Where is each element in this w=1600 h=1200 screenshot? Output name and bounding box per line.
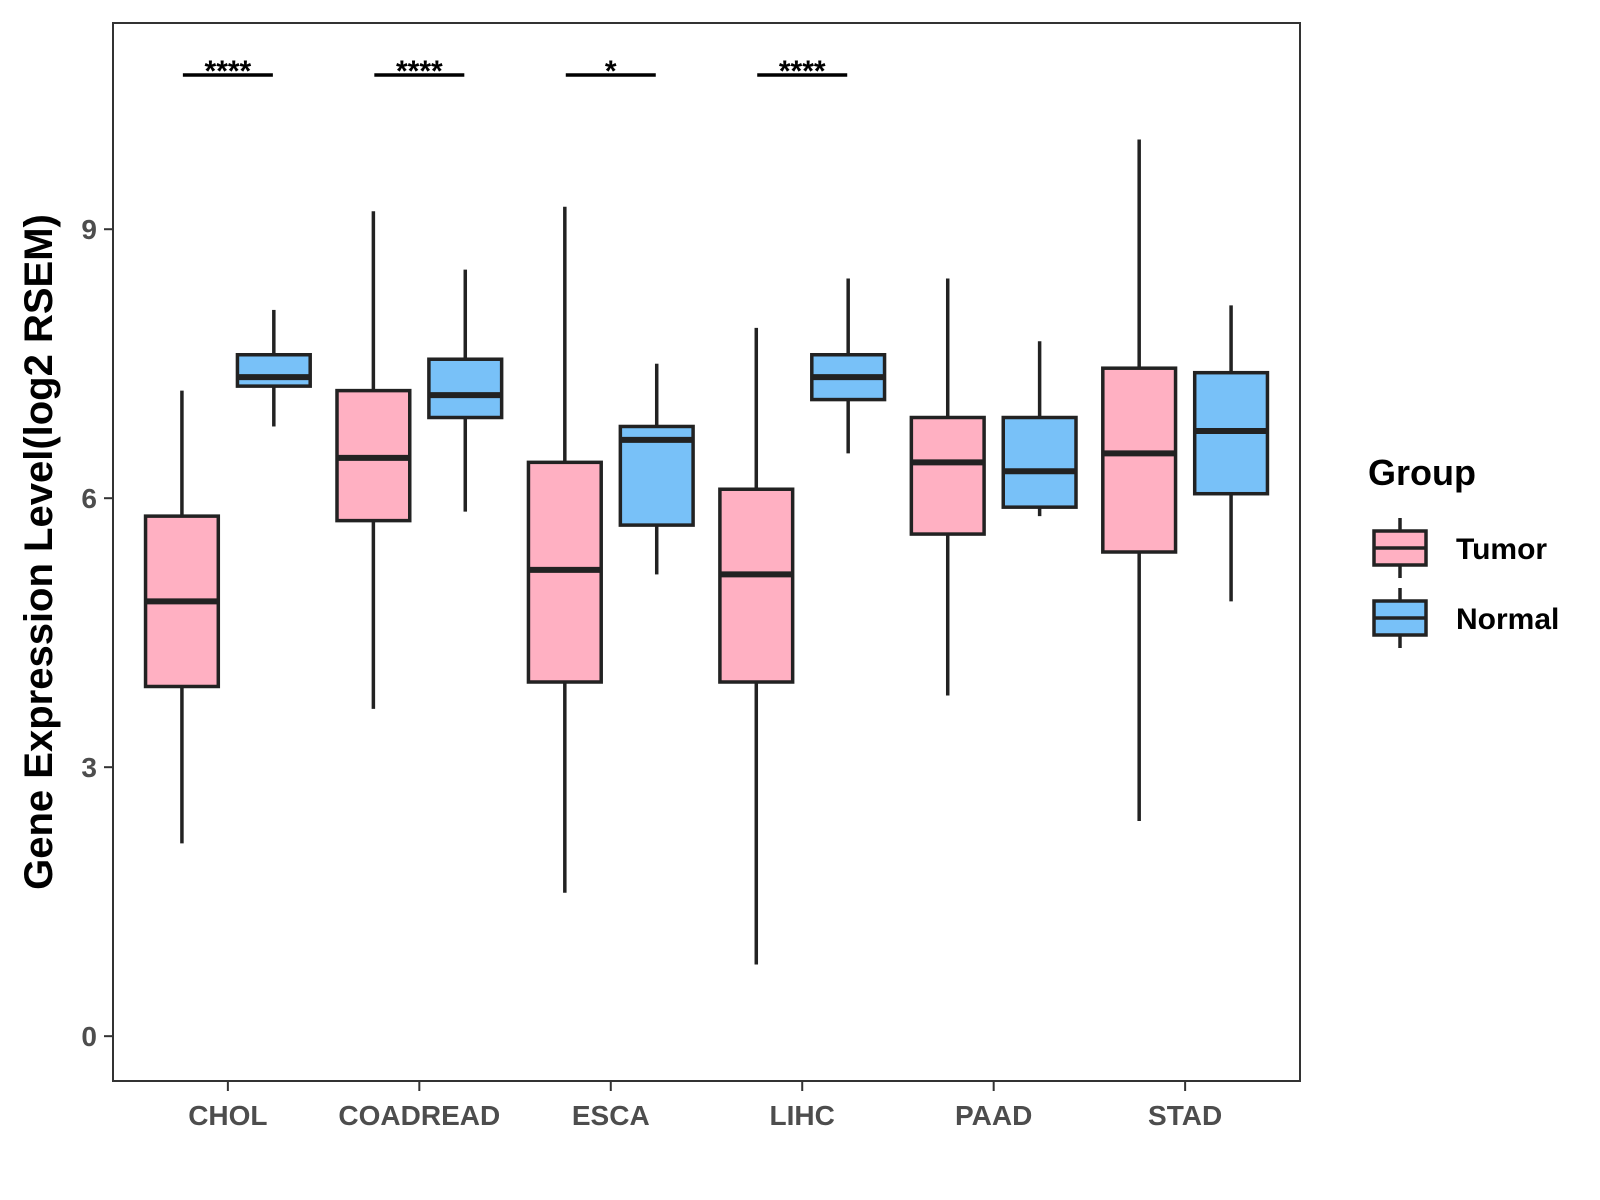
x-tick-label: ESCA bbox=[572, 1100, 650, 1131]
y-axis-label: Gene Expression Level(log2 RSEM) bbox=[17, 214, 61, 890]
x-tick-label: PAAD bbox=[955, 1100, 1032, 1131]
significance-coadread: **** bbox=[374, 55, 465, 88]
significance-lihc: **** bbox=[757, 55, 848, 88]
box-normal-paad bbox=[1001, 341, 1078, 517]
box-iqr bbox=[427, 357, 504, 420]
significance-chol: **** bbox=[182, 55, 273, 88]
box-normal-chol bbox=[235, 309, 312, 427]
box-iqr bbox=[235, 352, 312, 388]
legend-label: Tumor bbox=[1456, 533, 1547, 566]
significance-label: **** bbox=[205, 55, 252, 88]
box-iqr bbox=[909, 415, 986, 536]
box-tumor-chol bbox=[143, 390, 221, 844]
legend-label: Normal bbox=[1456, 603, 1559, 636]
box-tumor-lihc bbox=[718, 327, 795, 965]
x-tick-label: COADREAD bbox=[338, 1100, 500, 1131]
significance-layer: **** **** * **** bbox=[182, 55, 848, 88]
box-tumor-esca bbox=[526, 206, 603, 893]
x-tick-label: LIHC bbox=[770, 1100, 835, 1131]
y-tick-label: 3 bbox=[81, 752, 97, 783]
y-tick-label: 6 bbox=[81, 483, 97, 514]
box-normal-lihc bbox=[810, 278, 887, 454]
legend-title: Group bbox=[1368, 452, 1476, 493]
box-tumor-coadread bbox=[335, 211, 412, 709]
y-tick-label: 9 bbox=[81, 214, 97, 245]
box-iqr bbox=[1101, 366, 1178, 554]
significance-label: * bbox=[605, 55, 617, 88]
legend: Group Tumor Normal bbox=[1368, 452, 1559, 648]
x-tick-label: CHOL bbox=[188, 1100, 267, 1131]
significance-esca: * bbox=[565, 55, 656, 88]
box-iqr bbox=[1001, 415, 1078, 509]
box-normal-coadread bbox=[427, 269, 504, 512]
box-normal-stad bbox=[1192, 305, 1270, 602]
box-tumor-stad bbox=[1101, 139, 1178, 821]
x-axis: CHOL COADREAD ESCA LIHC PAAD STAD bbox=[188, 1081, 1222, 1131]
legend-item-tumor: Tumor bbox=[1372, 518, 1547, 578]
box-normal-esca bbox=[618, 363, 695, 575]
significance-label: **** bbox=[396, 55, 443, 88]
y-axis: 0 3 6 9 bbox=[81, 214, 113, 1052]
x-tick-label: STAD bbox=[1148, 1100, 1222, 1131]
significance-label: **** bbox=[779, 55, 826, 88]
box-layer bbox=[143, 139, 1270, 965]
box-tumor-paad bbox=[909, 278, 986, 696]
box-iqr bbox=[718, 487, 795, 684]
panel-border bbox=[112, 22, 1301, 1082]
legend-item-normal: Normal bbox=[1372, 588, 1559, 648]
y-tick-label: 0 bbox=[81, 1021, 97, 1052]
